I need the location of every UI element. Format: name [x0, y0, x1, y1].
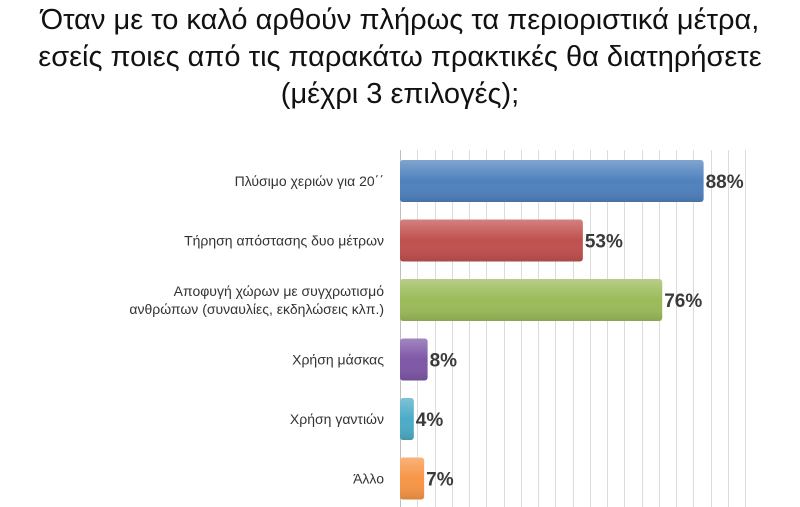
title-line-3: (μέχρι 3 επιλογές); — [280, 78, 520, 110]
data-label: 76% — [664, 291, 702, 312]
bar-highlight — [400, 160, 704, 202]
data-label: 8% — [430, 351, 458, 372]
title-line-2: εσείς ποιες από τις παρακάτω πρακτικές θ… — [38, 41, 762, 73]
bar-highlight — [400, 457, 425, 500]
data-label: 7% — [426, 470, 454, 491]
category-label: Χρήση γαντιών — [290, 411, 384, 427]
bar-highlight — [400, 279, 663, 321]
bars — [400, 160, 704, 500]
data-label: 88% — [706, 172, 744, 193]
gridlines — [400, 150, 746, 507]
category-label: Τήρηση απόστασης δυο μέτρων — [184, 233, 384, 249]
category-label: ανθρώπων (συναυλίες, εκδηλώσεις κλπ.) — [129, 301, 384, 317]
bar-highlight — [400, 219, 583, 262]
labels: 88% Πλύσιμο χεριών για 20΄΄ 53% Τήρηση απόσ… — [129, 172, 743, 491]
chart-title: Όταν με το καλό αρθούν πλήρως τα περιορι… — [0, 2, 800, 113]
data-label: 4% — [416, 410, 444, 431]
bar-highlight — [400, 338, 428, 381]
category-label: Πλύσιμο χεριών για 20΄΄ — [235, 173, 384, 189]
bar-highlight — [400, 398, 414, 440]
data-label: 53% — [585, 232, 623, 253]
category-label: Αποφυγή χώρων με συγχρωτισμό — [174, 283, 385, 299]
title-line-1: Όταν με το καλό αρθούν πλήρως τα περιορι… — [40, 4, 760, 36]
category-label: Χρήση μάσκας — [292, 352, 384, 368]
category-label: Άλλο — [353, 471, 384, 487]
